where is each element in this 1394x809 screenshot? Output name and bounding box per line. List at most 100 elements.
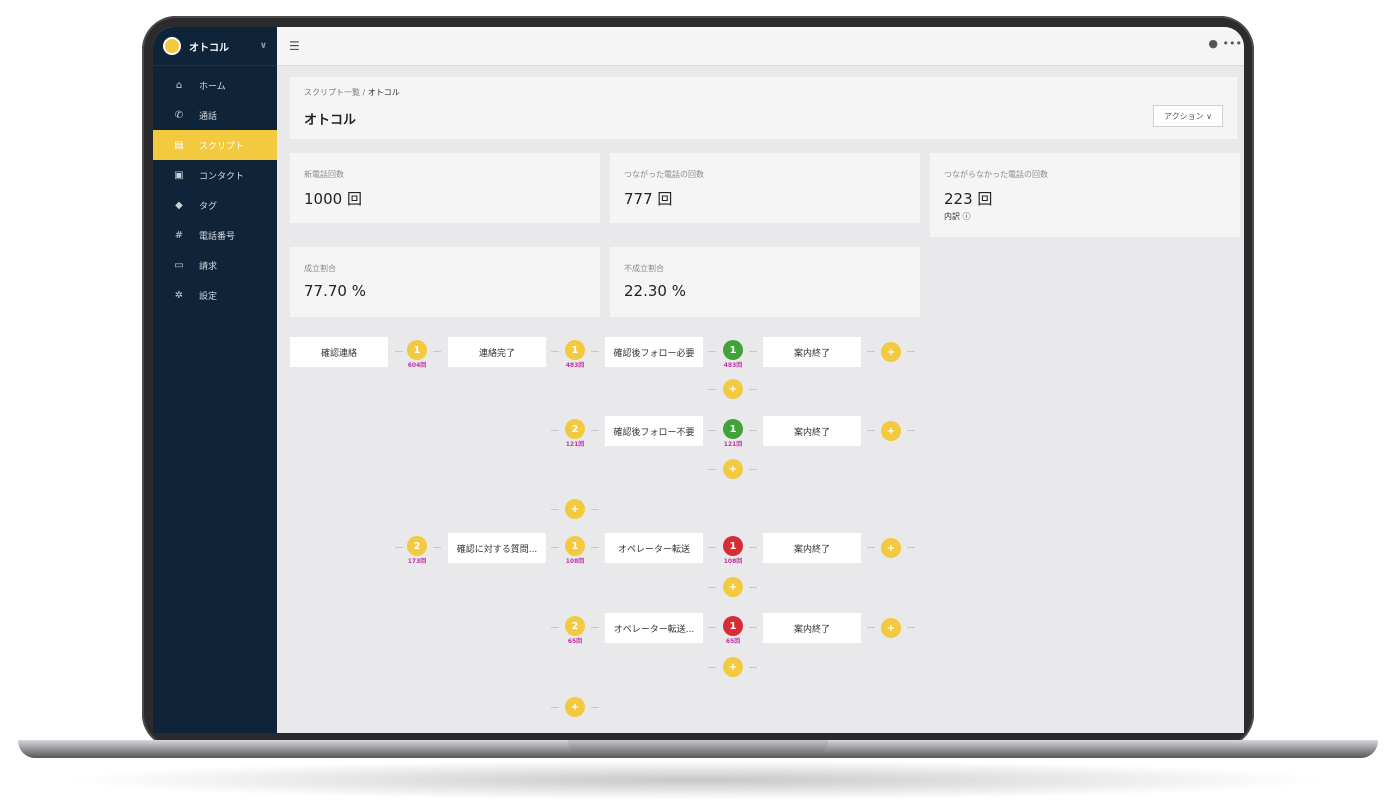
sidebar-item-settings[interactable]: ✲ 設定 [153, 280, 277, 310]
sidebar-item-calls[interactable]: ✆ 通話 [153, 100, 277, 130]
flow-connector [708, 351, 716, 352]
add-step-icon[interactable]: + [881, 421, 901, 441]
sidebar-item-tags[interactable]: ◆ タグ [153, 190, 277, 220]
more-icon[interactable]: ••• [1222, 37, 1242, 50]
user-icon[interactable]: ● [1208, 37, 1218, 50]
page-title: オトコル [304, 113, 357, 128]
add-step-icon[interactable]: + [723, 459, 743, 479]
add-step-icon[interactable]: + [881, 538, 901, 558]
stat-label: 不成立割合 [624, 264, 664, 273]
flow-connector [551, 627, 559, 628]
credit-card-icon: ▭ [174, 259, 184, 271]
tag-icon: ◆ [175, 199, 183, 211]
brand-switcher[interactable]: オトコル ∨ [153, 27, 277, 66]
chevron-down-icon: ∨ [259, 41, 267, 51]
flow-node[interactable]: 確認連絡 [290, 337, 388, 367]
flow-branch-badge[interactable]: 1 [565, 536, 585, 556]
flow-count: 65回 [725, 638, 741, 645]
flow-node[interactable]: 確認後フォロー不要 [605, 416, 703, 446]
action-dropdown-button[interactable]: アクション ∨ [1153, 105, 1223, 127]
sidebar-item-contacts[interactable]: ▣ コンタクト [153, 160, 277, 190]
flow-connector [907, 430, 915, 431]
sidebar-item-label: 請求 [199, 261, 218, 272]
flow-connector [749, 587, 757, 588]
flow-count: 108回 [723, 558, 743, 565]
flow-branch-badge[interactable]: 1 [407, 340, 427, 360]
flow-node[interactable]: オペレーター転送... [605, 613, 703, 643]
sidebar-item-home[interactable]: ⌂ ホーム [153, 70, 277, 100]
sidebar-item-label: スクリプト [199, 141, 245, 152]
sidebar-nav: ⌂ ホーム ✆ 通話 ▤ スクリプト ▣ コンタクト ◆ タグ # 電話番号 ▭ 請求 ✲ 設定 [153, 66, 277, 310]
flow-branch-badge[interactable]: 1 [723, 419, 743, 439]
flow-count: 65回 [567, 638, 583, 645]
flow-connector [749, 667, 757, 668]
breadcrumb-link[interactable]: スクリプト一覧 [304, 88, 360, 97]
flow-branch-badge[interactable]: 2 [565, 419, 585, 439]
flow-connector [708, 430, 716, 431]
flow-connector [867, 430, 875, 431]
flow-branch-badge[interactable]: 2 [565, 616, 585, 636]
sidebar-item-billing[interactable]: ▭ 請求 [153, 250, 277, 280]
flow-node[interactable]: 確認後フォロー必要 [605, 337, 703, 367]
flow-connector [749, 430, 757, 431]
hamburger-menu-icon[interactable]: ☰ [289, 39, 300, 53]
stat-label: 新電話回数 [304, 170, 344, 179]
script-icon: ▤ [174, 139, 184, 151]
flow-node[interactable]: 案内終了 [763, 416, 861, 446]
sidebar-item-scripts[interactable]: ▤ スクリプト [153, 130, 277, 160]
flow-branch-badge[interactable]: 1 [723, 616, 743, 636]
add-step-icon[interactable]: + [565, 697, 585, 717]
flow-connector [867, 351, 875, 352]
flow-connector [749, 547, 757, 548]
flow-connector [907, 351, 915, 352]
breadcrumb-current: オトコル [367, 88, 400, 97]
phone-icon: ✆ [174, 109, 184, 121]
sidebar-item-phone-numbers[interactable]: # 電話番号 [153, 220, 277, 250]
flow-branch-badge[interactable]: 1 [723, 536, 743, 556]
flow-connector [907, 627, 915, 628]
flow-branch-badge[interactable]: 1 [723, 340, 743, 360]
app-screen: オトコル ∨ ⌂ ホーム ✆ 通話 ▤ スクリプト ▣ コンタクト ◆ タグ # 電話番号 … [153, 27, 1244, 733]
flow-connector [708, 587, 716, 588]
flow-node[interactable]: 案内終了 [763, 337, 861, 367]
flow-node[interactable]: 連絡完了 [448, 337, 546, 367]
gear-icon: ✲ [174, 289, 184, 301]
flow-connector [591, 351, 599, 352]
breakdown-link[interactable]: 内訳 ⓘ [944, 212, 971, 221]
flow-count: 483回 [565, 362, 585, 369]
stat-value: 1000 回 [304, 190, 362, 208]
flow-branch-badge[interactable]: 1 [565, 340, 585, 360]
flow-node[interactable]: 案内終了 [763, 613, 861, 643]
stat-value: 22.30 % [624, 282, 686, 300]
flow-node[interactable]: 案内終了 [763, 533, 861, 563]
flow-connector [591, 547, 599, 548]
laptop-shadow [60, 760, 1334, 800]
flow-connector [551, 430, 559, 431]
stat-card-connected: つながった電話の回数 777 回 [610, 153, 920, 223]
add-step-icon[interactable]: + [881, 618, 901, 638]
flow-branch-badge[interactable]: 2 [407, 536, 427, 556]
flow-connector [708, 389, 716, 390]
flow-connector [749, 469, 757, 470]
hash-icon: # [174, 229, 184, 241]
add-step-icon[interactable]: + [723, 577, 743, 597]
add-step-icon[interactable]: + [881, 342, 901, 362]
flow-connector [395, 351, 403, 352]
add-step-icon[interactable]: + [723, 657, 743, 677]
stat-value: 777 回 [624, 190, 673, 208]
stat-card-not-connected: つながらなかった電話の回数 223 回 内訳 ⓘ [930, 153, 1240, 237]
add-step-icon[interactable]: + [723, 379, 743, 399]
flow-connector [551, 351, 559, 352]
flow-connector [749, 627, 757, 628]
flow-connector [749, 351, 757, 352]
flow-count: 108回 [565, 558, 585, 565]
flow-connector [708, 469, 716, 470]
page-header: スクリプト一覧 / オトコル オトコル アクション ∨ [290, 77, 1237, 139]
breadcrumb-separator: / [362, 88, 366, 97]
stat-value: 223 回 [944, 190, 993, 208]
add-step-icon[interactable]: + [565, 499, 585, 519]
topbar: ☰ ● ••• [277, 27, 1244, 66]
flow-connector [433, 351, 441, 352]
flow-node[interactable]: 確認に対する質問... [448, 533, 546, 563]
flow-node[interactable]: オペレーター転送 [605, 533, 703, 563]
